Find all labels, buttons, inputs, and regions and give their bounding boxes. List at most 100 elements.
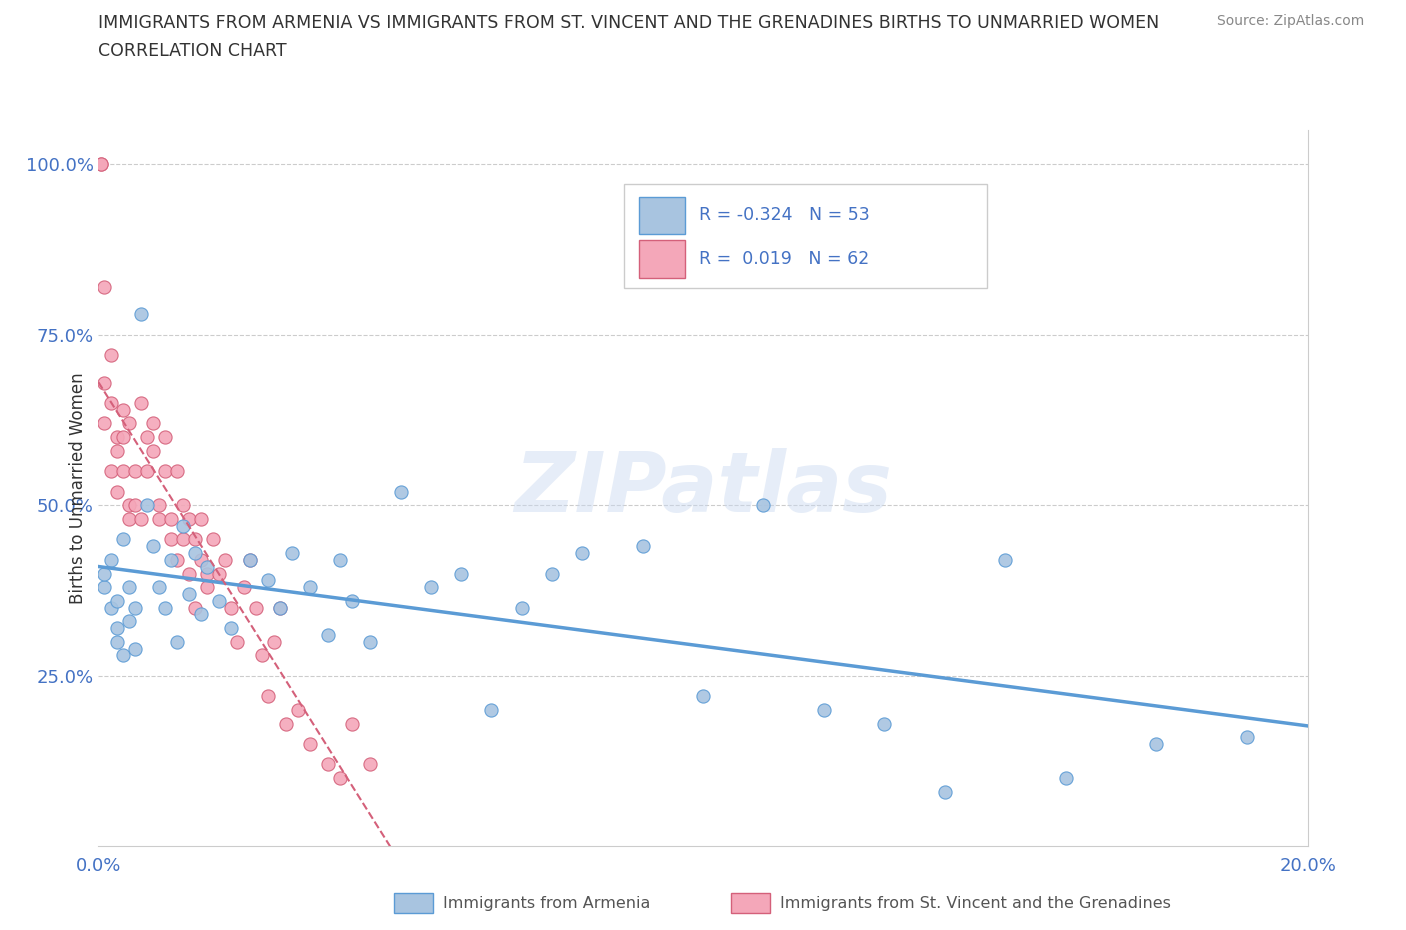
Point: [118, 614, 141, 629]
Point: [256, 573, 278, 588]
Point: [153, 600, 176, 615]
Point: [389, 485, 412, 499]
Point: [100, 600, 122, 615]
Point: [153, 464, 176, 479]
Point: [135, 430, 157, 445]
Point: [105, 485, 128, 499]
Point: [481, 702, 503, 717]
Point: [148, 579, 170, 594]
Point: [111, 464, 134, 479]
Point: [540, 566, 562, 581]
Point: [360, 634, 382, 649]
Point: [100, 395, 122, 410]
Point: [752, 498, 775, 512]
Point: [208, 593, 231, 608]
Point: [93, 375, 115, 390]
Point: [148, 498, 170, 512]
Point: [190, 512, 212, 526]
Point: [510, 600, 533, 615]
Point: [420, 579, 443, 594]
Point: [111, 430, 134, 445]
Point: [342, 716, 364, 731]
Point: [179, 566, 201, 581]
Point: [93, 416, 115, 431]
Point: [118, 512, 141, 526]
Point: [221, 600, 243, 615]
Point: [111, 403, 134, 418]
Point: [202, 532, 225, 547]
Point: [124, 641, 146, 656]
Point: [105, 430, 128, 445]
Text: Source: ZipAtlas.com: Source: ZipAtlas.com: [1216, 14, 1364, 28]
Point: [166, 552, 188, 567]
Point: [299, 737, 322, 751]
Point: [195, 559, 218, 574]
Point: [100, 464, 122, 479]
Point: [208, 566, 231, 581]
Point: [226, 634, 249, 649]
Point: [245, 600, 267, 615]
Point: [239, 552, 262, 567]
Point: [93, 566, 115, 581]
Point: [105, 620, 128, 635]
Point: [129, 307, 152, 322]
Point: [93, 280, 115, 295]
Point: [124, 600, 146, 615]
Point: [269, 600, 291, 615]
Point: [93, 579, 115, 594]
Point: [124, 464, 146, 479]
Text: CORRELATION CHART: CORRELATION CHART: [98, 42, 287, 60]
Point: [994, 552, 1017, 567]
Point: [118, 416, 141, 431]
Point: [360, 757, 382, 772]
Point: [329, 552, 352, 567]
Point: [256, 689, 278, 704]
Point: [184, 546, 207, 561]
Point: [214, 552, 236, 567]
Point: [934, 784, 956, 799]
Text: R =  0.019   N = 62: R = 0.019 N = 62: [699, 250, 870, 268]
Text: ZIPatlas: ZIPatlas: [515, 447, 891, 529]
Point: [135, 464, 157, 479]
Point: [184, 532, 207, 547]
Point: [129, 395, 152, 410]
Point: [172, 518, 194, 533]
Point: [172, 498, 194, 512]
Point: [342, 593, 364, 608]
Point: [1054, 771, 1077, 786]
Point: [100, 552, 122, 567]
Point: [1144, 737, 1167, 751]
Point: [142, 538, 165, 553]
Point: [195, 579, 218, 594]
Point: [1236, 730, 1258, 745]
Point: [287, 702, 309, 717]
FancyBboxPatch shape: [624, 184, 987, 287]
Point: [329, 771, 352, 786]
Point: [274, 716, 297, 731]
Text: Immigrants from Armenia: Immigrants from Armenia: [443, 896, 650, 910]
Point: [153, 430, 176, 445]
Text: IMMIGRANTS FROM ARMENIA VS IMMIGRANTS FROM ST. VINCENT AND THE GRENADINES BIRTHS: IMMIGRANTS FROM ARMENIA VS IMMIGRANTS FR…: [98, 14, 1160, 32]
Point: [90, 157, 112, 172]
Point: [100, 348, 122, 363]
Point: [105, 593, 128, 608]
Point: [179, 587, 201, 602]
Point: [166, 464, 188, 479]
Point: [129, 512, 152, 526]
Bar: [638, 197, 685, 234]
Point: [184, 600, 207, 615]
Point: [105, 634, 128, 649]
Point: [263, 634, 285, 649]
Point: [142, 444, 165, 458]
Point: [631, 538, 654, 553]
Point: [160, 552, 183, 567]
Point: [195, 566, 218, 581]
Point: [172, 532, 194, 547]
Point: [316, 628, 339, 643]
Point: [111, 648, 134, 663]
Point: [450, 566, 472, 581]
Bar: [638, 241, 685, 278]
Point: [316, 757, 339, 772]
Point: [190, 607, 212, 622]
Point: [232, 579, 254, 594]
